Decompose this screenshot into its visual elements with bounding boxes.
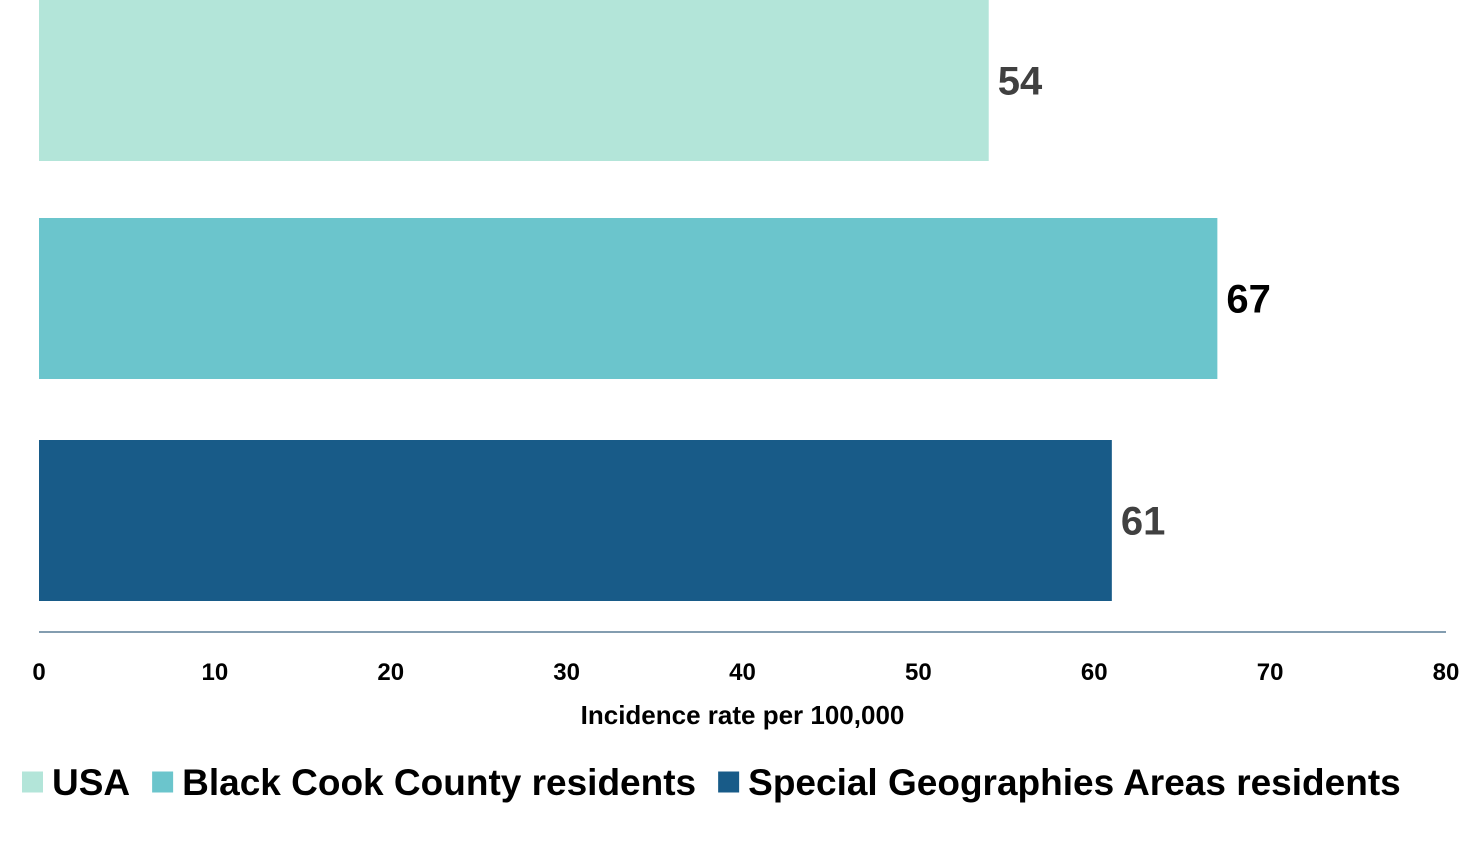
bars-layer — [39, 0, 1218, 601]
x-tick-label: 10 — [202, 659, 229, 686]
x-tick-label: 0 — [32, 659, 45, 686]
legend-label-3: Special Geographies Areas residents — [748, 762, 1401, 803]
legend-label-2: Black Cook County residents — [182, 762, 696, 803]
data-label-3: 61 — [1121, 500, 1166, 544]
bar-3 — [39, 440, 1112, 601]
legend-swatch-1 — [22, 771, 43, 793]
data-label-2: 67 — [1226, 278, 1271, 322]
legend: USA Black Cook County residents Special Ge… — [22, 762, 1401, 803]
x-axis-ticks: 0 10 20 30 40 50 60 70 80 — [32, 659, 1459, 686]
x-tick-label: 70 — [1257, 659, 1284, 686]
x-tick-label: 30 — [553, 659, 580, 686]
x-tick-label: 60 — [1081, 659, 1108, 686]
legend-swatch-3 — [718, 771, 740, 793]
bar-1 — [39, 0, 989, 161]
x-tick-label: 40 — [729, 659, 756, 686]
legend-swatch-2 — [152, 771, 174, 793]
data-labels-layer: 54 67 61 — [998, 60, 1271, 544]
x-tick-label: 50 — [905, 659, 932, 686]
x-tick-label: 80 — [1433, 659, 1460, 686]
data-label-1: 54 — [998, 60, 1043, 104]
x-tick-label: 20 — [377, 659, 404, 686]
bar-2 — [39, 218, 1218, 379]
legend-label-1: USA — [52, 762, 130, 803]
x-axis-title: Incidence rate per 100,000 — [581, 700, 905, 730]
